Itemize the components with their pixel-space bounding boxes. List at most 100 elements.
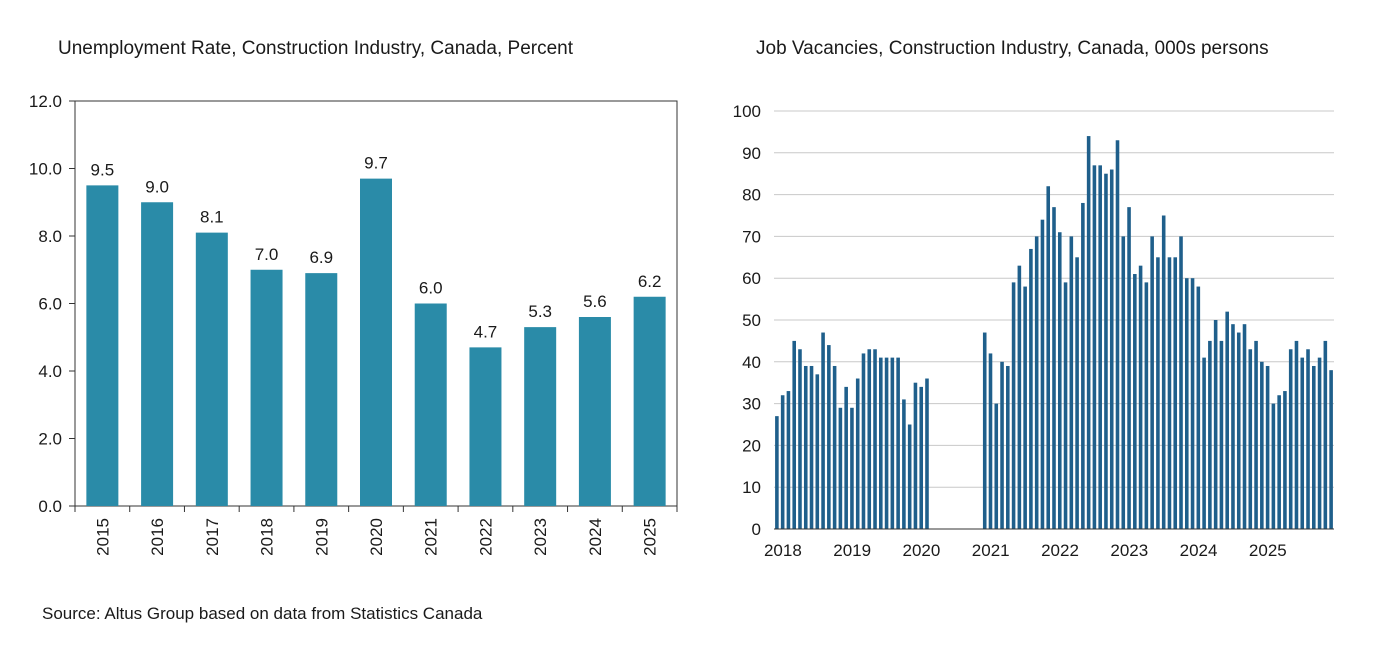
bar bbox=[890, 357, 895, 529]
bar bbox=[1306, 349, 1310, 529]
bar bbox=[1150, 236, 1154, 529]
bar bbox=[1121, 236, 1126, 529]
bar bbox=[879, 357, 883, 529]
x-tick-label: 2015 bbox=[93, 518, 112, 556]
bar bbox=[873, 349, 877, 529]
bar bbox=[815, 374, 820, 529]
bar bbox=[902, 399, 906, 529]
bar bbox=[1063, 282, 1068, 529]
bar bbox=[1029, 248, 1033, 529]
bar bbox=[821, 332, 825, 529]
x-tick-label: 2018 bbox=[764, 541, 802, 560]
bar bbox=[414, 303, 447, 506]
bar bbox=[1104, 173, 1108, 529]
x-tick-label: 2023 bbox=[1110, 541, 1148, 560]
y-tick-label: 30 bbox=[742, 395, 761, 414]
source-note: Source: Altus Group based on data from S… bbox=[42, 604, 483, 623]
x-tick-label: 2020 bbox=[903, 541, 941, 560]
bar bbox=[1271, 403, 1276, 529]
data-label: 4.7 bbox=[474, 322, 498, 341]
bar bbox=[1196, 286, 1201, 529]
y-tick-label: 50 bbox=[742, 311, 761, 330]
y-tick-label: 40 bbox=[742, 353, 761, 372]
x-tick-label: 2022 bbox=[476, 518, 495, 556]
data-label: 5.6 bbox=[583, 292, 607, 311]
bar bbox=[1312, 365, 1316, 529]
bar bbox=[1075, 257, 1079, 529]
right-chart-title: Job Vacancies, Construction Industry, Ca… bbox=[756, 38, 1269, 59]
bar bbox=[1023, 286, 1027, 529]
bar bbox=[1167, 257, 1172, 529]
bar bbox=[1081, 202, 1085, 529]
bar bbox=[792, 340, 796, 529]
bar bbox=[798, 349, 802, 529]
bar bbox=[1184, 278, 1189, 529]
x-tick-label: 2021 bbox=[422, 518, 441, 556]
bar bbox=[861, 353, 866, 529]
bar bbox=[305, 273, 338, 506]
bar bbox=[1069, 236, 1074, 529]
bar bbox=[1086, 136, 1091, 529]
bar bbox=[1046, 186, 1051, 530]
bar bbox=[195, 232, 228, 506]
bar bbox=[867, 349, 872, 529]
bar bbox=[925, 378, 929, 529]
bar bbox=[775, 416, 779, 529]
data-label: 7.0 bbox=[255, 245, 279, 264]
bar bbox=[994, 403, 999, 529]
y-tick-label: 4.0 bbox=[38, 362, 62, 381]
bar bbox=[1017, 265, 1022, 529]
x-tick-label: 2025 bbox=[641, 518, 660, 556]
x-tick-label: 2021 bbox=[972, 541, 1010, 560]
bar bbox=[1127, 207, 1131, 529]
bar bbox=[855, 378, 860, 529]
bar bbox=[1115, 140, 1120, 529]
y-tick-label: 90 bbox=[742, 144, 761, 163]
bar bbox=[1133, 274, 1137, 529]
bar bbox=[803, 365, 808, 529]
data-label: 6.9 bbox=[309, 248, 333, 267]
bar bbox=[1317, 357, 1322, 529]
bar bbox=[1202, 357, 1206, 529]
bar bbox=[1190, 278, 1195, 529]
bar bbox=[896, 357, 900, 529]
bar bbox=[838, 407, 843, 529]
y-tick-label: 10 bbox=[742, 478, 761, 497]
bar bbox=[1300, 357, 1305, 529]
y-tick-label: 70 bbox=[742, 227, 761, 246]
x-tick-label: 2018 bbox=[258, 518, 277, 556]
bar bbox=[1283, 391, 1287, 529]
bar bbox=[633, 296, 666, 506]
y-tick-label: 100 bbox=[733, 102, 761, 121]
unemployment-chart: 0.0 2.0 4.0 6.0 8.0 10.0 12.0 9.5 2015 9.0 2016 8.1… bbox=[29, 92, 678, 556]
y-tick-label: 80 bbox=[742, 186, 761, 205]
y-tick-label: 0 bbox=[752, 520, 761, 539]
data-label: 6.0 bbox=[419, 279, 443, 298]
bar bbox=[1277, 395, 1281, 529]
bar bbox=[1208, 340, 1212, 529]
bar bbox=[1248, 349, 1253, 529]
bar bbox=[1294, 340, 1299, 529]
bar bbox=[913, 382, 918, 529]
bar bbox=[1144, 282, 1149, 529]
y-tick-label: 0.0 bbox=[38, 497, 62, 516]
bar bbox=[809, 365, 814, 529]
bar bbox=[1329, 370, 1333, 529]
bar bbox=[1109, 169, 1114, 529]
bar bbox=[919, 386, 924, 529]
bar bbox=[1040, 219, 1045, 529]
bar bbox=[1213, 320, 1218, 529]
bar bbox=[780, 395, 785, 529]
bar bbox=[86, 185, 119, 506]
left-chart-title: Unemployment Rate, Construction Industry… bbox=[58, 38, 574, 59]
y-tick-label: 8.0 bbox=[38, 227, 62, 246]
bar bbox=[1052, 207, 1056, 529]
y-tick-label: 6.0 bbox=[38, 295, 62, 314]
data-label: 9.0 bbox=[145, 177, 169, 196]
x-tick-label: 2024 bbox=[586, 518, 605, 556]
bar bbox=[1011, 282, 1016, 529]
bar bbox=[786, 391, 791, 529]
bar bbox=[1034, 236, 1039, 529]
data-label: 9.7 bbox=[364, 154, 388, 173]
